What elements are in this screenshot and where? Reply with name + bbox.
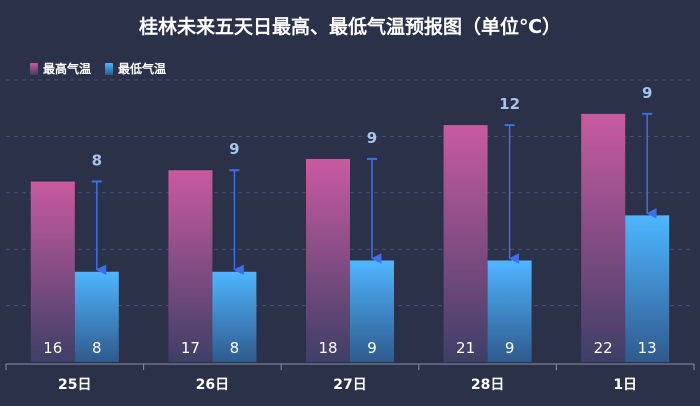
bar-high-value-label: 16 [43,339,62,357]
bar-low [625,215,670,362]
bar-low-value-label: 8 [230,339,240,357]
x-tick-label: 27日 [333,377,366,393]
bar-low [350,260,394,362]
bar-low [212,271,257,362]
bar-low-value-label: 9 [505,339,515,357]
bar-high [30,181,75,362]
diff-label: 9 [229,140,239,158]
bar-low-value-label: 9 [367,339,377,357]
bar-high [581,113,626,362]
legend-item-low[interactable]: 最低气温 [105,60,166,77]
bar-high-value-label: 17 [181,339,200,357]
legend-swatch-low [105,62,114,75]
legend-swatch-high [30,62,38,75]
diff-label: 8 [92,152,102,170]
diff-label: 9 [367,129,377,147]
bar-high [443,125,488,363]
bar-high-value-label: 18 [318,339,337,357]
x-tick-label: 1日 [613,377,637,393]
bar-low-value-label: 8 [92,339,102,357]
legend: 最高气温 最低气温 [30,60,166,77]
bar-high [168,170,213,362]
bar-low-value-label: 13 [638,339,657,357]
bar-high-value-label: 21 [456,339,475,357]
chart-title: 桂林未来五天日最高、最低气温预报图（单位℃） [138,16,561,38]
x-tick-label: 26日 [196,377,229,393]
legend-label-high: 最高气温 [43,62,92,76]
bar-low [74,271,119,362]
x-tick-label: 25日 [58,377,91,393]
bar-high-value-label: 22 [594,339,613,357]
legend-item-high[interactable]: 最高气温 [30,60,91,77]
diff-label: 9 [642,84,652,102]
bar-low [487,260,532,362]
diff-label: 12 [499,95,520,113]
x-tick-label: 28日 [471,377,504,393]
bar-high [306,158,350,362]
legend-label-low: 最低气温 [118,62,167,76]
